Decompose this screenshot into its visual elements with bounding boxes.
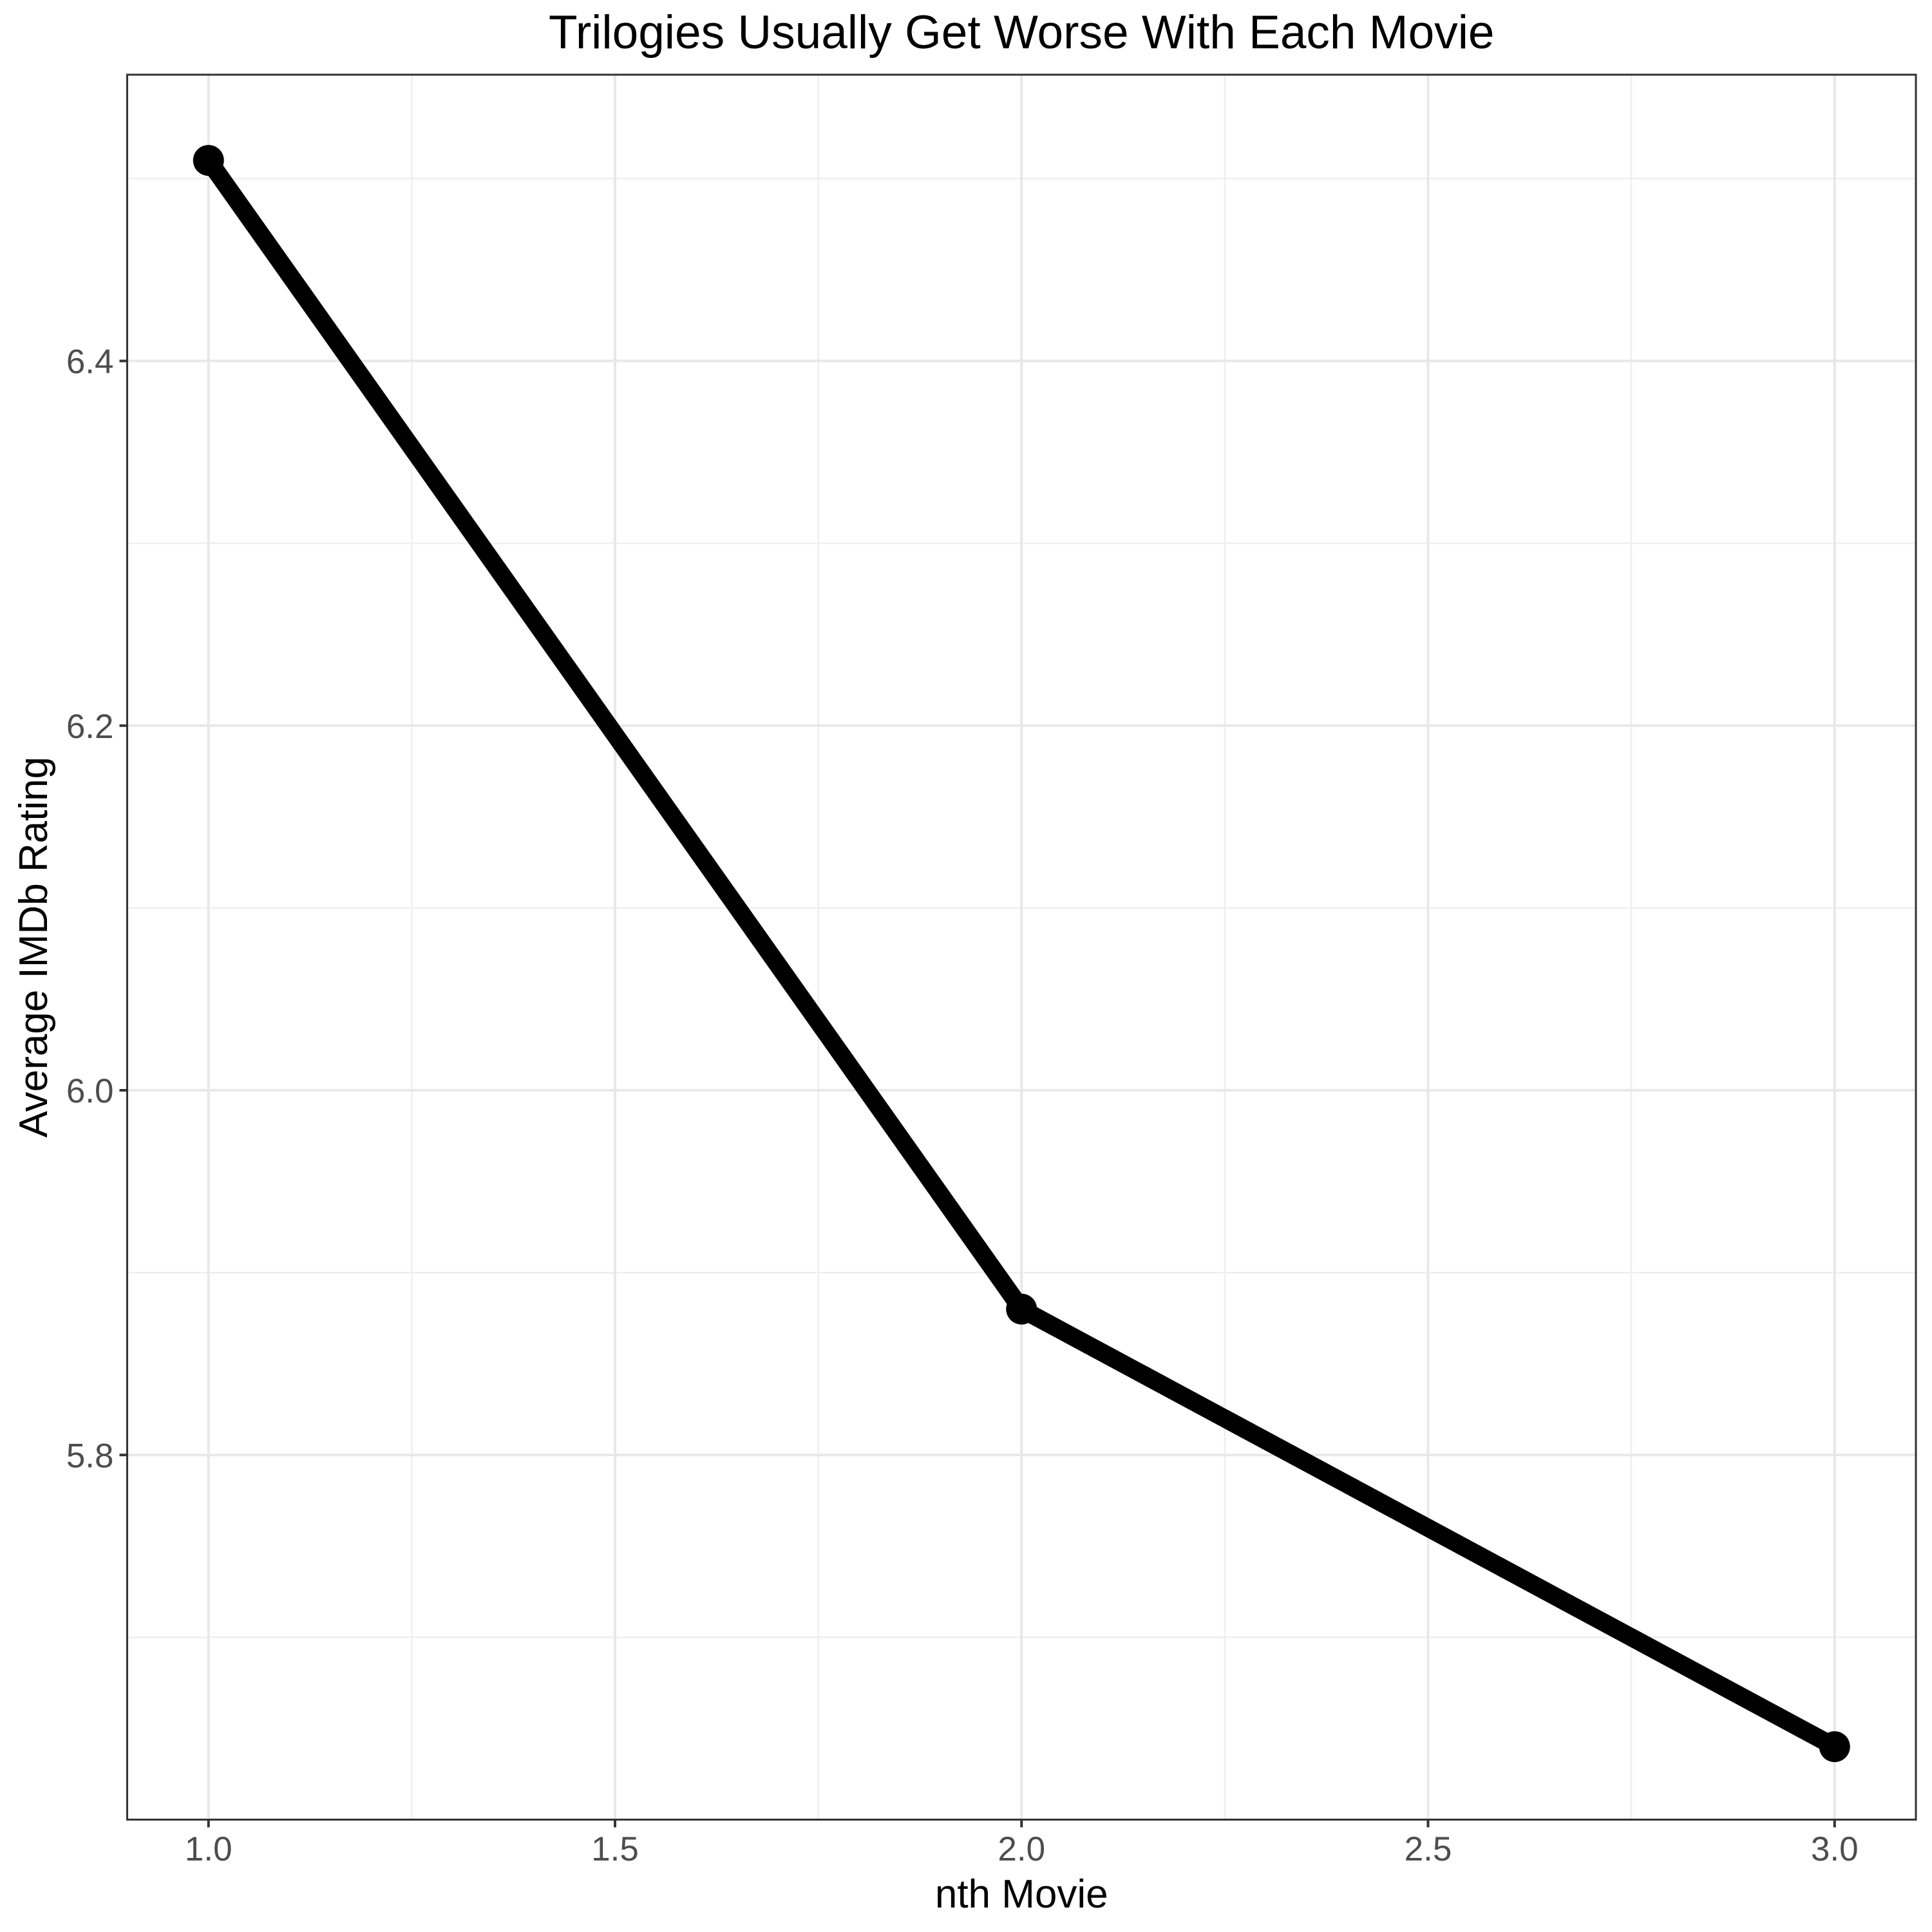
y-tick-label: 6.4 xyxy=(66,343,114,381)
axis-tick-labels: 1.0 1.5 2.0 2.5 3.0 5.8 6.0 6.2 6.4 xyxy=(66,343,1859,1868)
major-gridlines xyxy=(127,75,1916,1820)
y-axis-title: Average IMDb Rating xyxy=(12,757,56,1138)
x-tick-label: 2.0 xyxy=(998,1830,1045,1868)
x-tick-label: 3.0 xyxy=(1811,1830,1859,1868)
data-series xyxy=(193,145,1850,1763)
chart-title: Trilogies Usually Get Worse With Each Mo… xyxy=(549,6,1495,59)
x-axis-title: nth Movie xyxy=(935,1872,1108,1917)
axis-tick-marks xyxy=(119,359,1836,1828)
y-tick-label: 6.0 xyxy=(66,1072,114,1110)
y-tick-label: 6.2 xyxy=(66,708,114,746)
data-point xyxy=(1006,1293,1037,1325)
x-tick-label: 2.5 xyxy=(1405,1830,1452,1868)
x-tick-label: 1.5 xyxy=(591,1830,639,1868)
x-tick-label: 1.0 xyxy=(185,1830,232,1868)
data-point xyxy=(193,145,224,176)
y-tick-label: 5.8 xyxy=(66,1437,114,1475)
data-point xyxy=(1819,1731,1850,1763)
